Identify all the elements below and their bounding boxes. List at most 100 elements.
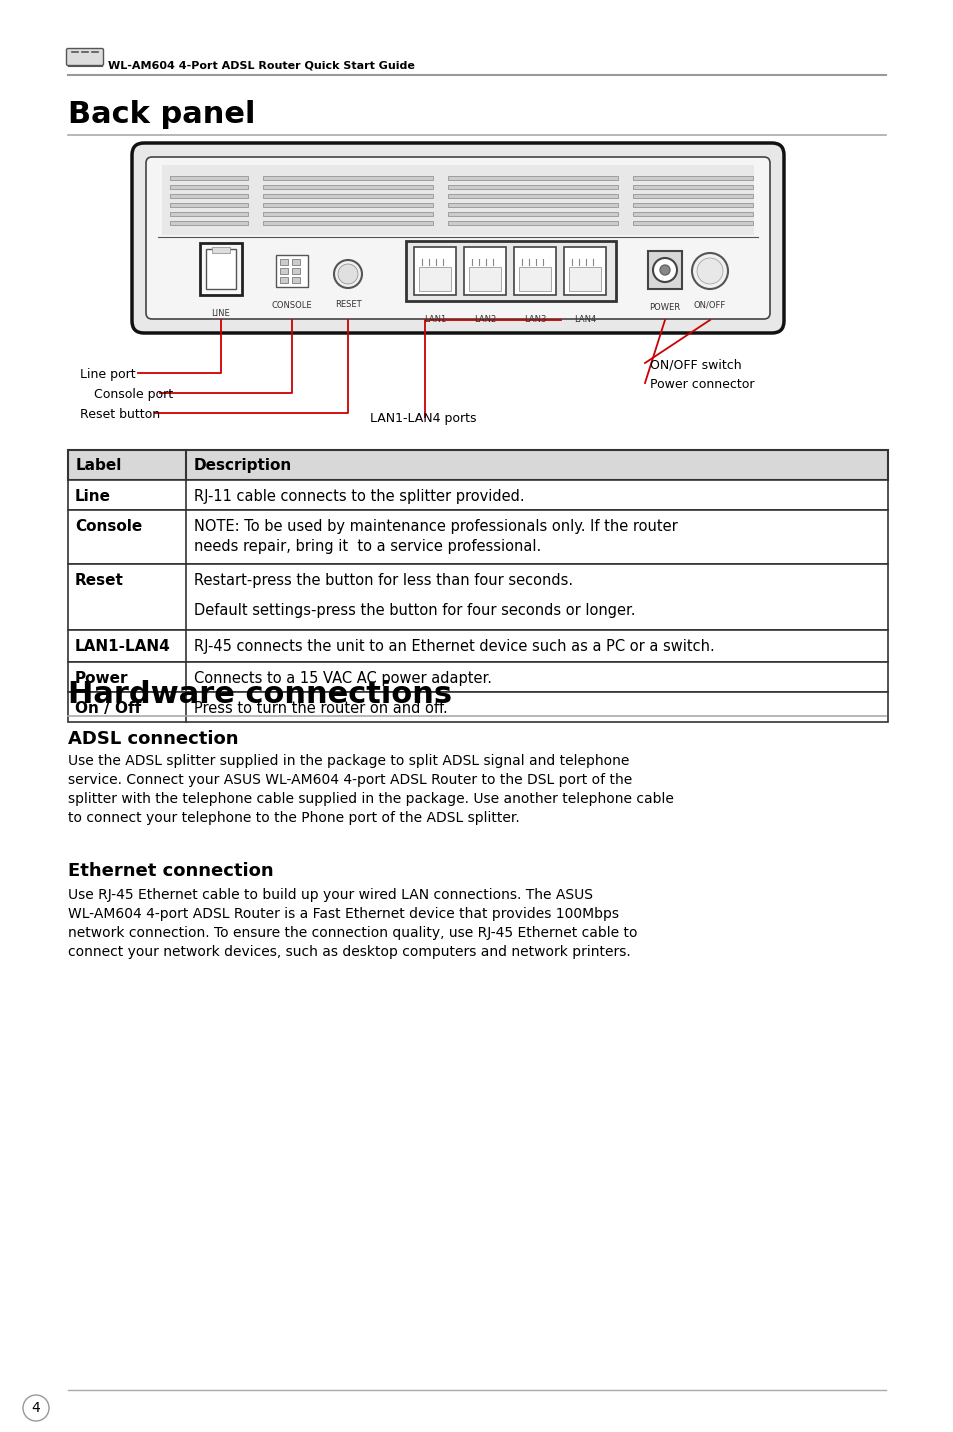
Text: WL-AM604 4-Port ADSL Router Quick Start Guide: WL-AM604 4-Port ADSL Router Quick Start … (108, 60, 415, 70)
Text: Power: Power (75, 672, 129, 686)
Circle shape (697, 258, 722, 284)
Bar (292, 268, 299, 274)
Text: LAN2: LAN2 (474, 315, 496, 324)
Bar (418, 266, 451, 291)
Bar (68, 692, 887, 722)
Text: splitter with the telephone cable supplied in the package. Use another telephone: splitter with the telephone cable suppli… (68, 792, 673, 806)
Text: Label: Label (76, 458, 122, 473)
Text: RJ-11 cable connects to the splitter provided.: RJ-11 cable connects to the splitter pro… (193, 488, 524, 504)
Bar (170, 212, 248, 216)
Text: Reset: Reset (75, 573, 124, 589)
Text: Reset button: Reset button (80, 408, 160, 421)
Bar (633, 193, 752, 198)
Bar (68, 564, 887, 630)
Text: LAN3: LAN3 (523, 315, 546, 324)
Bar (463, 246, 505, 295)
Bar (469, 266, 500, 291)
FancyBboxPatch shape (132, 143, 783, 334)
Text: Press to turn the router on and off.: Press to turn the router on and off. (193, 702, 447, 716)
Circle shape (337, 263, 357, 284)
Text: Back panel: Back panel (68, 100, 255, 129)
Text: to connect your telephone to the Phone port of the ADSL splitter.: to connect your telephone to the Phone p… (68, 811, 519, 825)
Text: needs repair, bring it  to a service professional.: needs repair, bring it to a service prof… (193, 538, 540, 554)
Bar (647, 251, 681, 289)
Bar (633, 185, 752, 189)
Text: RESET: RESET (335, 299, 361, 309)
Text: Restart-press the button for less than four seconds.: Restart-press the button for less than f… (193, 573, 573, 589)
Text: network connection. To ensure the connection quality, use RJ-45 Ethernet cable t: network connection. To ensure the connec… (68, 927, 637, 939)
Text: LAN4: LAN4 (574, 315, 596, 324)
Bar (68, 510, 887, 564)
Text: CONSOLE: CONSOLE (272, 301, 312, 309)
Text: WL-AM604 4-port ADSL Router is a Fast Ethernet device that provides 100Mbps: WL-AM604 4-port ADSL Router is a Fast Et… (68, 906, 618, 921)
Bar (275, 255, 308, 286)
Text: LAN1-LAN4 ports: LAN1-LAN4 ports (370, 412, 476, 425)
Bar (633, 212, 752, 216)
Bar (212, 246, 230, 253)
Bar (263, 185, 433, 189)
FancyBboxPatch shape (146, 158, 769, 319)
Bar (170, 193, 248, 198)
Bar (448, 212, 618, 216)
Text: Ethernet connection: Ethernet connection (68, 862, 274, 881)
Text: POWER: POWER (649, 304, 679, 312)
Bar (170, 176, 248, 180)
Text: Console port: Console port (94, 388, 172, 401)
Bar (292, 276, 299, 284)
Bar (162, 165, 753, 235)
Text: connect your network devices, such as desktop computers and network printers.: connect your network devices, such as de… (68, 945, 630, 959)
Text: On / Off: On / Off (75, 702, 141, 716)
Text: Default settings-press the button for four seconds or longer.: Default settings-press the button for fo… (193, 603, 635, 619)
Bar (280, 268, 288, 274)
Circle shape (334, 261, 361, 288)
Bar (280, 259, 288, 265)
Bar (448, 176, 618, 180)
Bar (448, 221, 618, 225)
Circle shape (652, 258, 677, 282)
Text: Line: Line (75, 488, 111, 504)
Text: Power connector: Power connector (649, 378, 754, 391)
Text: Console: Console (75, 518, 142, 534)
Text: 4: 4 (31, 1400, 40, 1415)
Bar (633, 176, 752, 180)
Bar (68, 480, 887, 510)
Bar (263, 221, 433, 225)
Bar (200, 243, 242, 295)
Text: LAN1-LAN4: LAN1-LAN4 (75, 639, 171, 654)
Bar (68, 662, 887, 692)
Bar (406, 241, 616, 301)
Bar (263, 193, 433, 198)
Bar (568, 266, 600, 291)
Bar (514, 246, 556, 295)
Bar (414, 246, 456, 295)
Text: Description: Description (193, 458, 292, 473)
Text: RJ-45 connects the unit to an Ethernet device such as a PC or a switch.: RJ-45 connects the unit to an Ethernet d… (193, 639, 714, 654)
Text: Connects to a 15 VAC AC power adapter.: Connects to a 15 VAC AC power adapter. (193, 672, 492, 686)
Text: Use RJ-45 Ethernet cable to build up your wired LAN connections. The ASUS: Use RJ-45 Ethernet cable to build up you… (68, 888, 593, 902)
Text: Line port: Line port (80, 368, 135, 381)
Circle shape (23, 1395, 49, 1421)
Text: ON/OFF: ON/OFF (693, 301, 725, 309)
Text: ON/OFF switch: ON/OFF switch (649, 358, 740, 371)
Circle shape (659, 265, 669, 275)
Bar (633, 221, 752, 225)
Bar (170, 203, 248, 208)
Circle shape (691, 253, 727, 289)
Bar (263, 203, 433, 208)
Text: LAN1: LAN1 (423, 315, 446, 324)
Bar (263, 212, 433, 216)
Bar (206, 249, 235, 289)
Bar (280, 276, 288, 284)
Bar (563, 246, 605, 295)
Text: ADSL connection: ADSL connection (68, 730, 238, 748)
Bar (292, 259, 299, 265)
Bar (263, 176, 433, 180)
Bar (518, 266, 551, 291)
Bar (170, 221, 248, 225)
Bar (448, 185, 618, 189)
Text: LINE: LINE (212, 309, 230, 318)
Bar (68, 450, 887, 480)
Bar (448, 203, 618, 208)
Text: service. Connect your ASUS WL-AM604 4-port ADSL Router to the DSL port of the: service. Connect your ASUS WL-AM604 4-po… (68, 773, 632, 788)
Bar (633, 203, 752, 208)
